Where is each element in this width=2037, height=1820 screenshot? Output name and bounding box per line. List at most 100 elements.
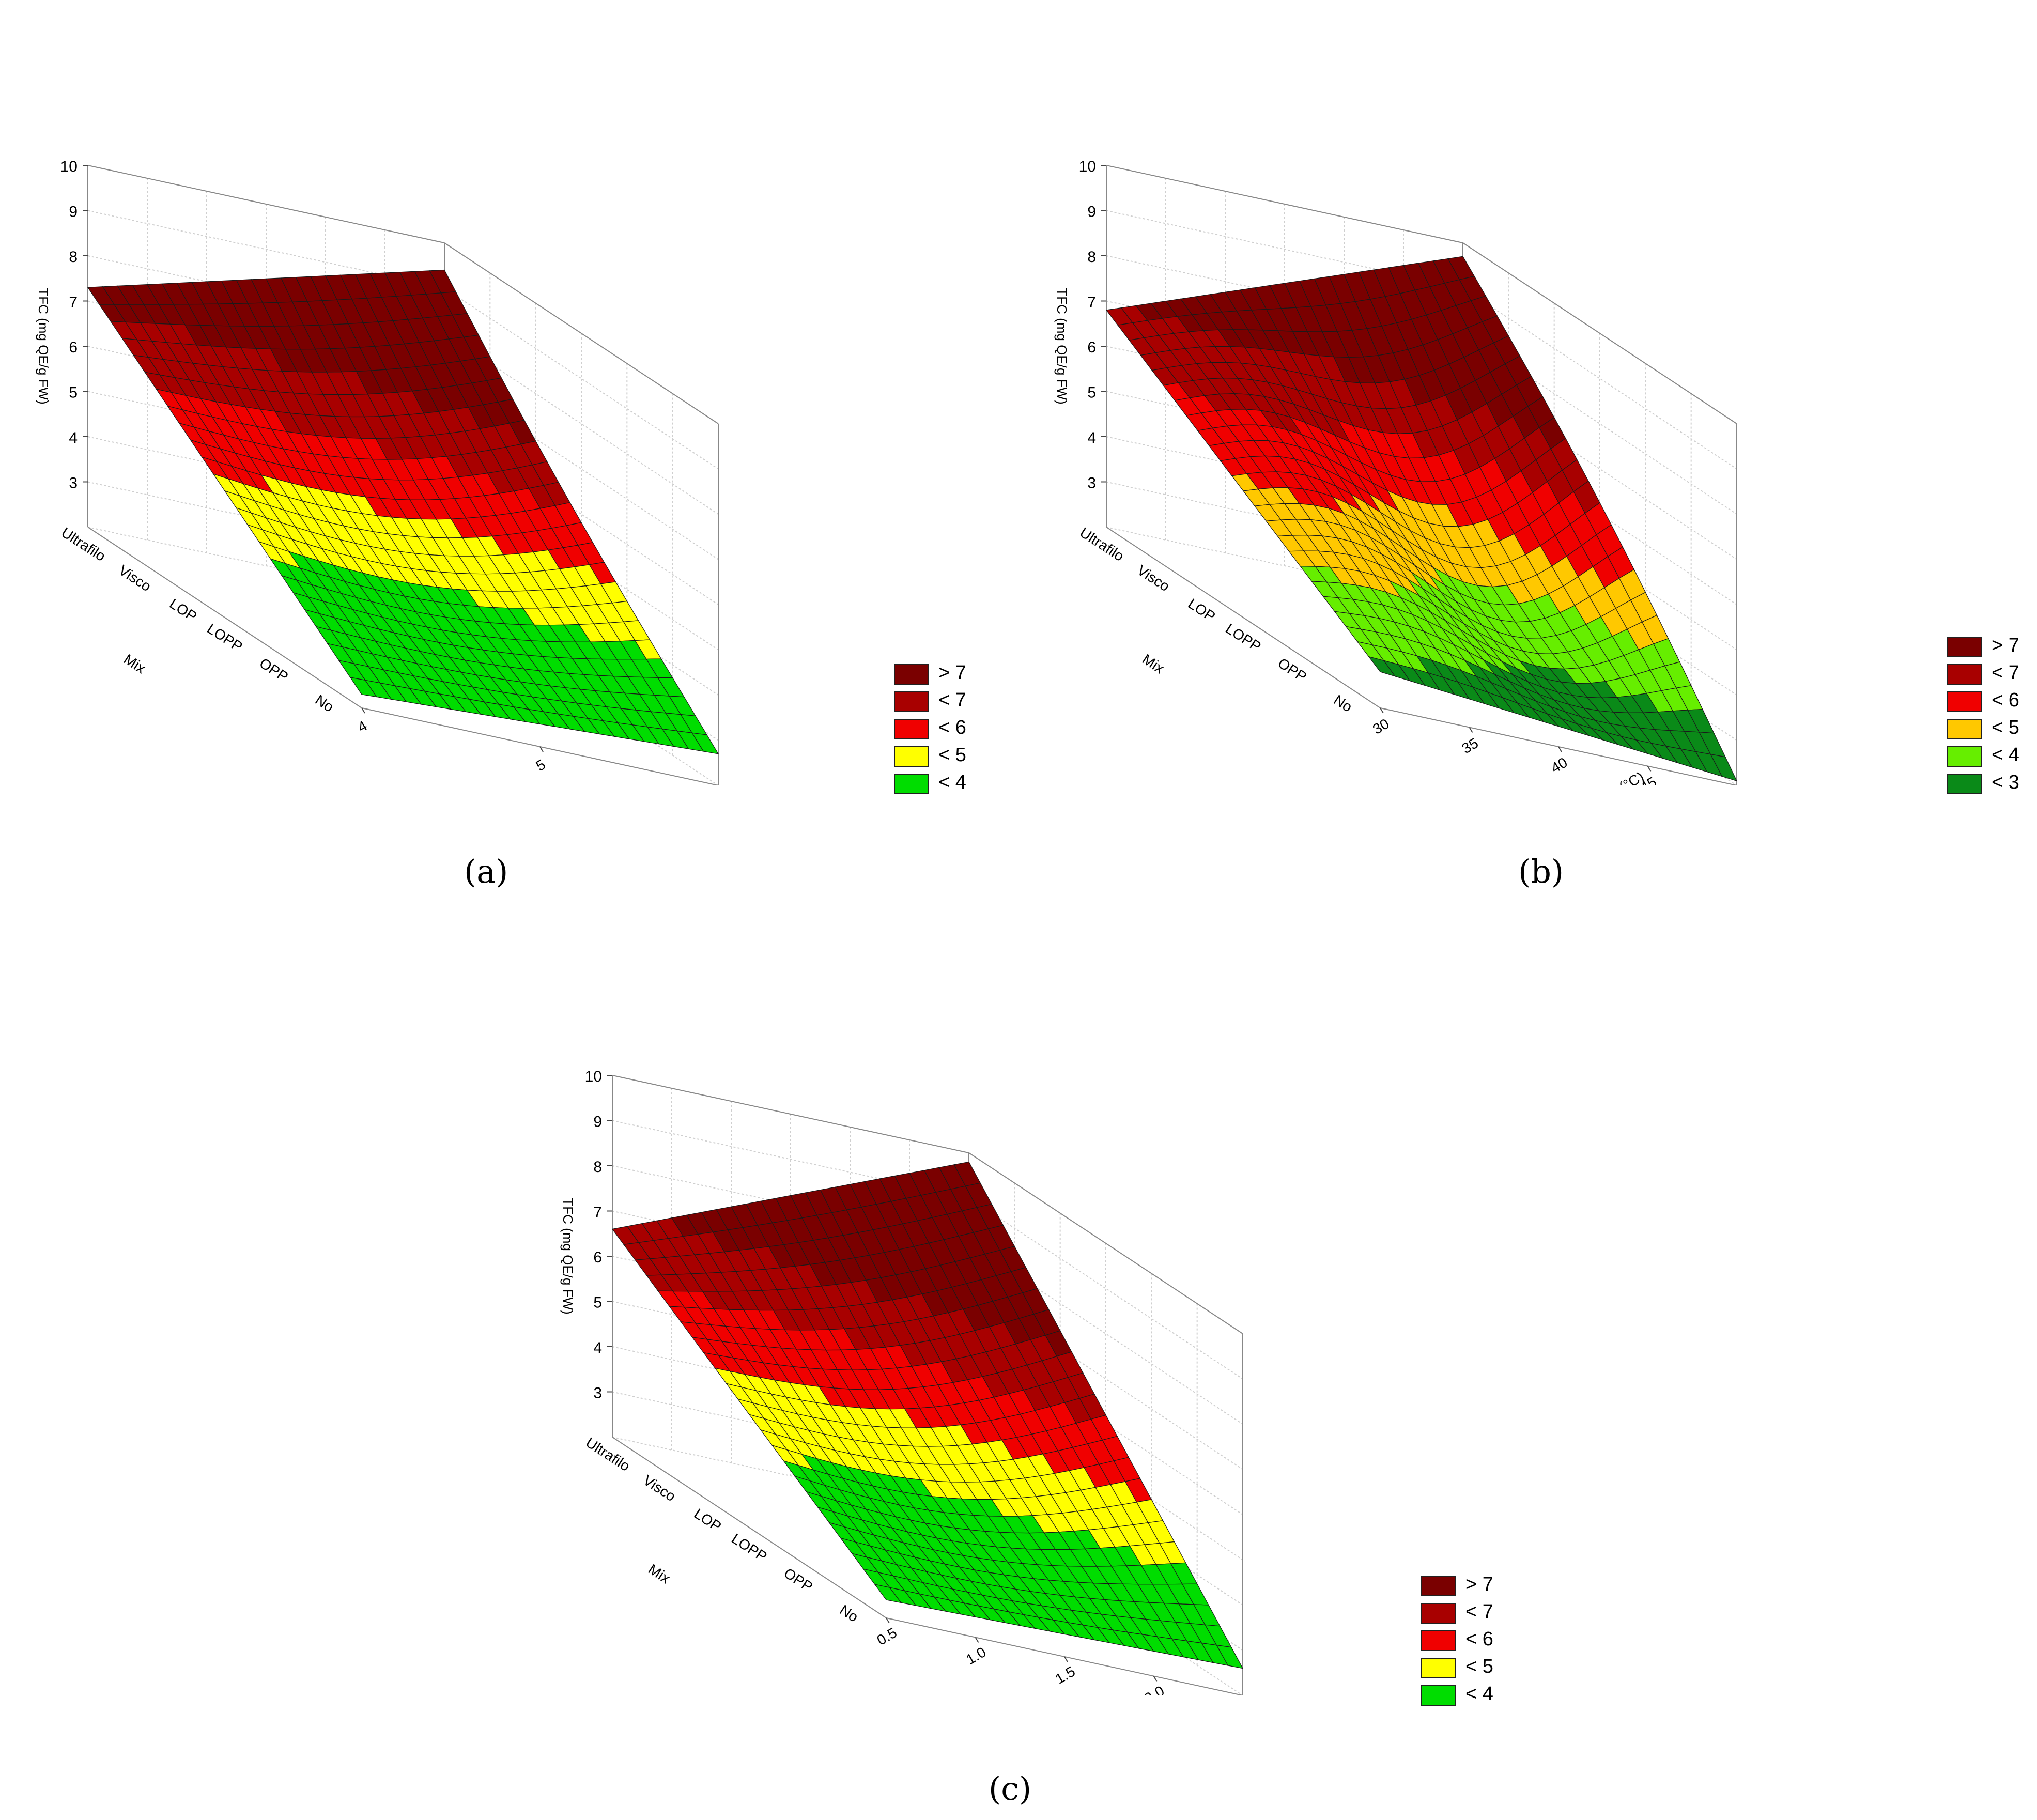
box-edge <box>968 1152 1243 1334</box>
legend-swatch <box>1947 664 1982 685</box>
x-category-label: No <box>837 1601 861 1625</box>
z-tick-label: 4 <box>1087 429 1096 446</box>
x-category-label: LOPP <box>1223 621 1264 655</box>
z-tick-label: 4 <box>593 1339 602 1356</box>
grid-line <box>968 1197 1243 1380</box>
x-category-label: OPP <box>1275 655 1309 685</box>
legend-swatch <box>1947 719 1982 739</box>
box-edge <box>1106 165 1463 243</box>
y-tick <box>1469 727 1473 733</box>
grid-line <box>87 210 445 289</box>
surface-cell <box>349 677 378 698</box>
surface-cell <box>1368 656 1396 677</box>
y-tick-label: 30 <box>1370 716 1392 737</box>
box-edge <box>612 1437 887 1618</box>
legend-label: < 5 <box>1992 717 2019 738</box>
y-tick <box>1647 765 1652 772</box>
legend-swatch <box>1947 691 1982 712</box>
z-tick-label: 4 <box>69 429 78 446</box>
legend-label: < 7 <box>1465 1601 1493 1623</box>
z-tick-label: 5 <box>1087 384 1096 402</box>
y-tick <box>886 1617 890 1624</box>
x-axis-label: Mix <box>645 1561 673 1587</box>
box-edge <box>87 527 362 708</box>
z-tick-label: 10 <box>1079 158 1096 175</box>
chart-panel-a: 3 4 5 6 7 8 9 10 TFC (mg QE/g FW) Ultrafilo Visco L… <box>0 0 1019 910</box>
grid-line <box>1462 287 1737 470</box>
z-tick-label: 9 <box>593 1114 602 1131</box>
legend-item: < 5 <box>1421 1656 1524 1680</box>
legend-item: < 4 <box>1421 1683 1524 1708</box>
x-category-label: No <box>1331 691 1355 715</box>
legend-item: < 3 <box>1947 772 2037 796</box>
legend-label: > 7 <box>1992 635 2019 656</box>
legend-swatch <box>894 719 929 739</box>
legend-label: < 7 <box>1992 662 2019 684</box>
z-axis-label: TFC (mg QE/g FW) <box>36 288 51 404</box>
z-tick-label: 6 <box>593 1249 602 1266</box>
z-tick-label: 8 <box>69 249 78 266</box>
y-tick-label: 4 <box>355 717 370 735</box>
caption-c: (c) <box>989 1770 1032 1808</box>
surface-cell <box>874 1584 902 1603</box>
box-edge <box>612 1075 969 1153</box>
x-category-label: LOPP <box>204 621 245 655</box>
z-tick-label: 3 <box>69 475 78 492</box>
legend-item: < 6 <box>894 717 997 742</box>
legend-item: < 6 <box>1947 689 2037 714</box>
y-tick-label: 1.0 <box>963 1644 989 1668</box>
legend-swatch <box>894 691 929 712</box>
legend-swatch <box>1421 1685 1456 1706</box>
surface-mesh <box>87 269 719 754</box>
x-category-label: LOP <box>1185 595 1218 625</box>
box-edge <box>87 165 445 243</box>
surface-mesh <box>1105 256 1738 782</box>
x-category-label: LOP <box>167 595 200 625</box>
y-tick-label: 1.5 <box>1053 1663 1078 1687</box>
x-axis-label: Mix <box>1139 651 1167 677</box>
box-edge <box>1106 527 1381 708</box>
legend-item: < 6 <box>1421 1628 1524 1653</box>
chart-panel-b: 3 4 5 6 7 8 9 10 TFC (mg QE/g FW) Ultrafilo Visco L… <box>1019 0 2037 910</box>
legend-label: < 4 <box>938 772 966 793</box>
legend-label: > 7 <box>938 662 966 684</box>
legend-item: < 7 <box>894 689 997 714</box>
box-edge <box>444 242 719 424</box>
z-tick-label: 5 <box>593 1294 602 1312</box>
legend-label: < 6 <box>938 717 966 738</box>
z-tick-label: 10 <box>60 158 78 175</box>
z-tick-label: 3 <box>593 1385 602 1402</box>
y-tick <box>539 746 544 752</box>
y-tick-label: 40 <box>1548 754 1570 776</box>
legend-label: > 7 <box>1465 1574 1493 1595</box>
y-tick-label: 2.0 <box>1141 1683 1167 1695</box>
x-category-label: LOP <box>691 1505 724 1535</box>
z-tick-label: 10 <box>585 1068 602 1085</box>
y-axis-label: Time (h) <box>1073 1693 1128 1695</box>
z-tick-label: 8 <box>1087 249 1096 266</box>
y-tick <box>1064 1656 1068 1662</box>
legend-item: > 7 <box>894 662 997 687</box>
grid-line <box>444 287 719 470</box>
x-category-label: No <box>313 691 337 715</box>
legend-item: > 7 <box>1947 635 2037 659</box>
grid-line <box>612 1120 969 1199</box>
y-tick <box>361 707 365 714</box>
surface-mesh <box>611 1161 1244 1669</box>
legend-label: < 3 <box>1992 772 2019 793</box>
y-tick <box>1558 746 1562 752</box>
z-tick-label: 7 <box>69 294 78 311</box>
x-category-label: OPP <box>257 655 291 685</box>
legend-item: < 5 <box>894 744 997 769</box>
z-axis-label: TFC (mg QE/g FW) <box>1054 288 1070 404</box>
legend-label: < 7 <box>938 689 966 711</box>
z-tick-label: 6 <box>69 339 78 356</box>
y-tick-label: 5 <box>533 756 548 774</box>
z-tick-label: 6 <box>1087 339 1096 356</box>
grid-line <box>1106 210 1463 289</box>
legend-swatch <box>1421 1658 1456 1678</box>
legend-label: < 4 <box>1465 1683 1493 1705</box>
y-tick <box>975 1637 979 1643</box>
